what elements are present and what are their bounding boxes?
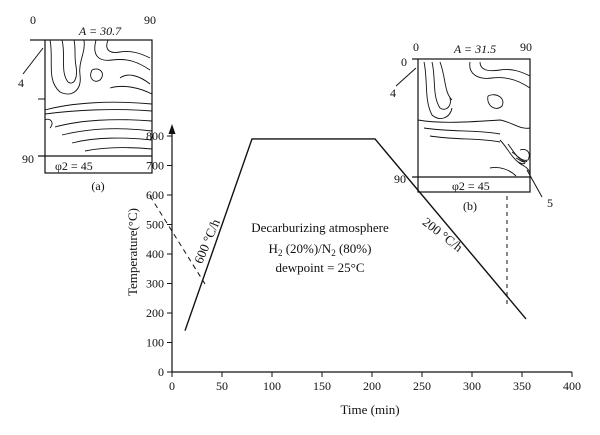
x-tick-label: 0: [169, 379, 175, 393]
temperature-profile-line: [184, 138, 527, 331]
inset-a-corner-tr: 90: [144, 13, 156, 27]
inset-b-corner-bl: 90: [394, 172, 406, 186]
inset-a-panel-label: (a): [91, 179, 104, 193]
x-tick-label: 400: [563, 379, 581, 393]
heating-rate-label: 600 °C/h: [191, 216, 223, 265]
y-axis-label: Temperature(°C): [125, 208, 140, 296]
x-tick-label: 350: [513, 379, 531, 393]
inset-a-corner-bl: 90: [22, 152, 34, 166]
inset-b-callout-pointer-right: [526, 169, 543, 198]
x-tick-label: 300: [463, 379, 481, 393]
x-tick-label: 100: [263, 379, 281, 393]
inset-a-corner-tl: 0: [30, 13, 36, 27]
leader-line-a: [149, 195, 206, 285]
atmosphere-line-2: H2 (20%)/N2 (80%): [269, 241, 372, 258]
inset-b-intensity: A = 31.5: [453, 42, 496, 56]
x-tick-label: 250: [413, 379, 431, 393]
x-ticks: 0 50 100 150 200 250 300 350 400: [169, 372, 581, 393]
inset-b-corner-tl: 0: [413, 40, 419, 54]
y-tick-label: 200: [146, 306, 164, 320]
inset-b-corner-tr: 90: [520, 40, 532, 54]
x-tick-label: 50: [216, 379, 228, 393]
inset-b: 0 A = 31.5 90 0 90 4 5 φ2 = 45 (b): [390, 40, 553, 213]
inset-a: 0 A = 30.7 90 90 4 φ2 = 45 (a): [18, 13, 156, 193]
inset-b-callout-pointer-left: [395, 67, 417, 87]
inset-b-callout-left: 4: [390, 86, 396, 100]
y-tick-label: 100: [146, 336, 164, 350]
x-axis-label: Time (min): [340, 402, 399, 417]
x-tick-label: 200: [363, 379, 381, 393]
inset-a-frame: [44, 39, 153, 174]
y-axis-arrow: [168, 124, 176, 134]
y-ticks: 0 100 200 300 400 500 600 700 800: [146, 129, 172, 379]
inset-a-intensity: A = 30.7: [78, 24, 122, 38]
y-tick-label: 700: [146, 159, 164, 173]
y-tick-label: 600: [146, 188, 164, 202]
y-tick-label: 300: [146, 277, 164, 291]
inset-b-corner-tl-side: 0: [401, 55, 407, 69]
inset-b-panel-label: (b): [463, 199, 477, 213]
inset-b-frame: [417, 58, 531, 193]
inset-a-section: φ2 = 45: [55, 159, 93, 173]
y-tick-label: 800: [146, 129, 164, 143]
y-tick-label: 0: [158, 365, 164, 379]
inset-b-section: φ2 = 45: [452, 179, 490, 193]
inset-b-odf-contours: [417, 61, 531, 177]
y-tick-label: 500: [146, 218, 164, 232]
inset-a-callout: 4: [18, 76, 24, 90]
inset-b-callout-right: 5: [547, 196, 553, 210]
y-tick-label: 400: [146, 247, 164, 261]
atmosphere-line-1: Decarburizing atmosphere: [251, 220, 389, 235]
atmosphere-line-3: dewpoint = 25°C: [275, 260, 364, 275]
inset-a-odf-contours: [44, 39, 153, 152]
inset-a-callout-pointer: [22, 47, 44, 75]
x-tick-label: 150: [313, 379, 331, 393]
